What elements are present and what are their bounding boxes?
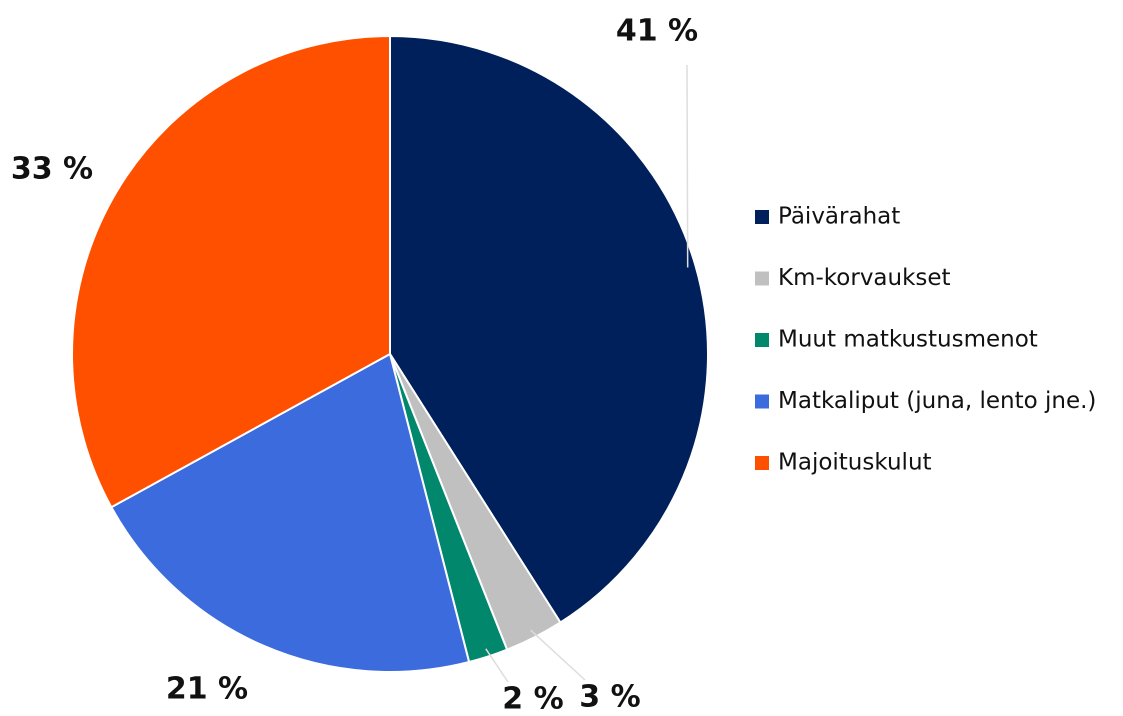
legend-label: Km-korvaukset xyxy=(778,265,951,291)
leader-line xyxy=(686,64,689,268)
data-label: 3 % xyxy=(579,680,640,715)
data-label: 2 % xyxy=(502,682,563,716)
legend-swatch xyxy=(755,456,769,470)
data-label: 21 % xyxy=(166,672,248,707)
legend-label: Päivärahat xyxy=(778,204,900,230)
legend-swatch xyxy=(755,210,769,224)
legend-swatch xyxy=(755,333,769,347)
leader-line xyxy=(530,629,586,681)
pie-slice xyxy=(71,34,391,509)
pie-slice xyxy=(109,352,471,673)
data-label: 41 % xyxy=(616,14,698,49)
legend-label: Majoituskulut xyxy=(778,450,932,476)
legend-swatch xyxy=(755,394,769,409)
legend-swatch xyxy=(755,271,769,286)
pie-slice xyxy=(389,34,709,624)
legend-label: Muut matkustusmenot xyxy=(778,327,1038,353)
legend-label: Matkaliput (juna, lento jne.) xyxy=(778,388,1096,414)
leader-line xyxy=(485,648,509,683)
data-label: 33 % xyxy=(11,152,93,187)
